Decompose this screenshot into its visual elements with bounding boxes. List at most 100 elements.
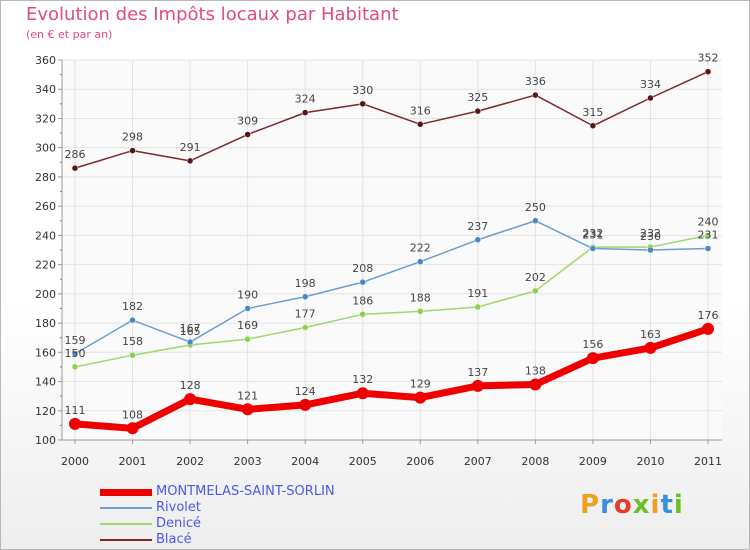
data-label: 232 <box>582 227 603 240</box>
y-tick-label: 280 <box>35 171 56 184</box>
y-tick-label: 320 <box>35 112 56 125</box>
x-tick-label: 2009 <box>579 455 607 468</box>
data-point <box>356 387 369 400</box>
data-point <box>532 287 539 295</box>
legend-swatch <box>100 539 152 541</box>
data-point <box>186 157 194 165</box>
legend-swatch <box>100 489 152 496</box>
data-point <box>532 91 539 99</box>
y-tick-label: 160 <box>35 346 56 359</box>
y-tick-label: 140 <box>35 376 56 389</box>
data-label: 191 <box>467 287 488 300</box>
data-label: 186 <box>352 294 373 307</box>
data-point <box>647 94 654 102</box>
y-tick-label: 220 <box>35 259 56 272</box>
data-point <box>589 245 597 252</box>
data-point <box>417 308 424 315</box>
data-point <box>241 403 254 416</box>
data-point <box>244 335 251 343</box>
data-label: 165 <box>180 325 201 338</box>
y-tick-label: 200 <box>35 288 56 301</box>
x-tick-label: 2003 <box>234 455 262 468</box>
series-line-2 <box>74 234 709 368</box>
x-tick-label: 2006 <box>406 455 434 468</box>
data-label: 316 <box>410 104 431 117</box>
data-label: 198 <box>295 277 316 290</box>
data-label: 334 <box>640 78 661 91</box>
data-label: 208 <box>352 262 373 275</box>
chart-subtitle: (en € et par an) <box>26 28 113 41</box>
x-tick-label: 2001 <box>119 455 147 468</box>
data-label: 232 <box>640 227 661 240</box>
data-point <box>702 322 714 335</box>
data-point <box>71 350 79 358</box>
data-label: 108 <box>122 408 143 421</box>
data-label: 231 <box>698 229 719 242</box>
x-tick-label: 2011 <box>694 455 722 468</box>
data-point <box>244 305 251 312</box>
data-label: 124 <box>295 385 316 398</box>
data-point <box>186 338 194 346</box>
data-label: 202 <box>525 271 546 284</box>
chart-title: Evolution des Impôts locaux par Habitant <box>26 4 399 25</box>
x-tick-label: 2000 <box>61 455 89 468</box>
data-point <box>301 324 309 331</box>
data-point <box>417 258 424 265</box>
data-point <box>129 351 136 359</box>
data-label: 286 <box>65 148 86 161</box>
data-point <box>417 121 424 128</box>
data-point <box>359 311 366 318</box>
data-label: 190 <box>237 288 258 301</box>
data-label: 138 <box>525 364 546 377</box>
data-point <box>359 100 366 108</box>
data-point <box>301 109 309 116</box>
data-point <box>129 316 136 324</box>
data-point <box>301 293 309 301</box>
data-label: 128 <box>180 379 201 392</box>
data-label: 159 <box>65 334 86 347</box>
data-label: 111 <box>65 404 86 417</box>
data-label: 158 <box>122 335 143 348</box>
data-label: 324 <box>295 93 316 106</box>
data-label: 156 <box>582 338 603 351</box>
legend-label: MONTMELAS-SAINT-SORLIN <box>156 484 335 499</box>
data-label: 129 <box>410 378 431 391</box>
data-label: 291 <box>180 141 201 154</box>
data-point <box>244 131 251 138</box>
data-point <box>474 107 482 115</box>
y-tick-label: 120 <box>35 405 56 418</box>
data-label: 188 <box>410 291 431 304</box>
data-point <box>704 232 712 239</box>
x-tick-label: 2002 <box>176 455 204 468</box>
proxiti-logo: Proxiti <box>580 490 684 520</box>
data-point <box>471 379 484 392</box>
data-point <box>71 363 79 371</box>
data-label: 240 <box>698 215 719 228</box>
x-tick-label: 2005 <box>349 455 377 468</box>
x-tick-label: 2010 <box>636 455 664 468</box>
data-label: 163 <box>640 328 661 341</box>
data-point <box>299 398 312 411</box>
y-tick-label: 360 <box>35 54 56 67</box>
y-tick-label: 340 <box>35 83 56 96</box>
series-line-0 <box>71 325 712 432</box>
y-tick-label: 240 <box>35 229 56 242</box>
data-label: 132 <box>352 373 373 386</box>
data-label: 315 <box>582 106 603 119</box>
x-tick-label: 2007 <box>464 455 492 468</box>
data-label: 298 <box>122 131 143 144</box>
data-label: 352 <box>698 52 719 65</box>
data-point <box>704 68 712 75</box>
data-label: 250 <box>525 201 546 214</box>
data-point <box>644 341 657 354</box>
data-point <box>414 391 427 404</box>
y-tick-label: 300 <box>35 142 56 155</box>
legend-swatch <box>100 523 152 525</box>
series-line-3 <box>74 70 709 169</box>
data-label: 336 <box>525 75 546 88</box>
data-label: 237 <box>467 220 488 233</box>
data-label: 230 <box>640 230 661 243</box>
data-label: 167 <box>180 322 201 335</box>
data-label: 222 <box>410 242 431 255</box>
